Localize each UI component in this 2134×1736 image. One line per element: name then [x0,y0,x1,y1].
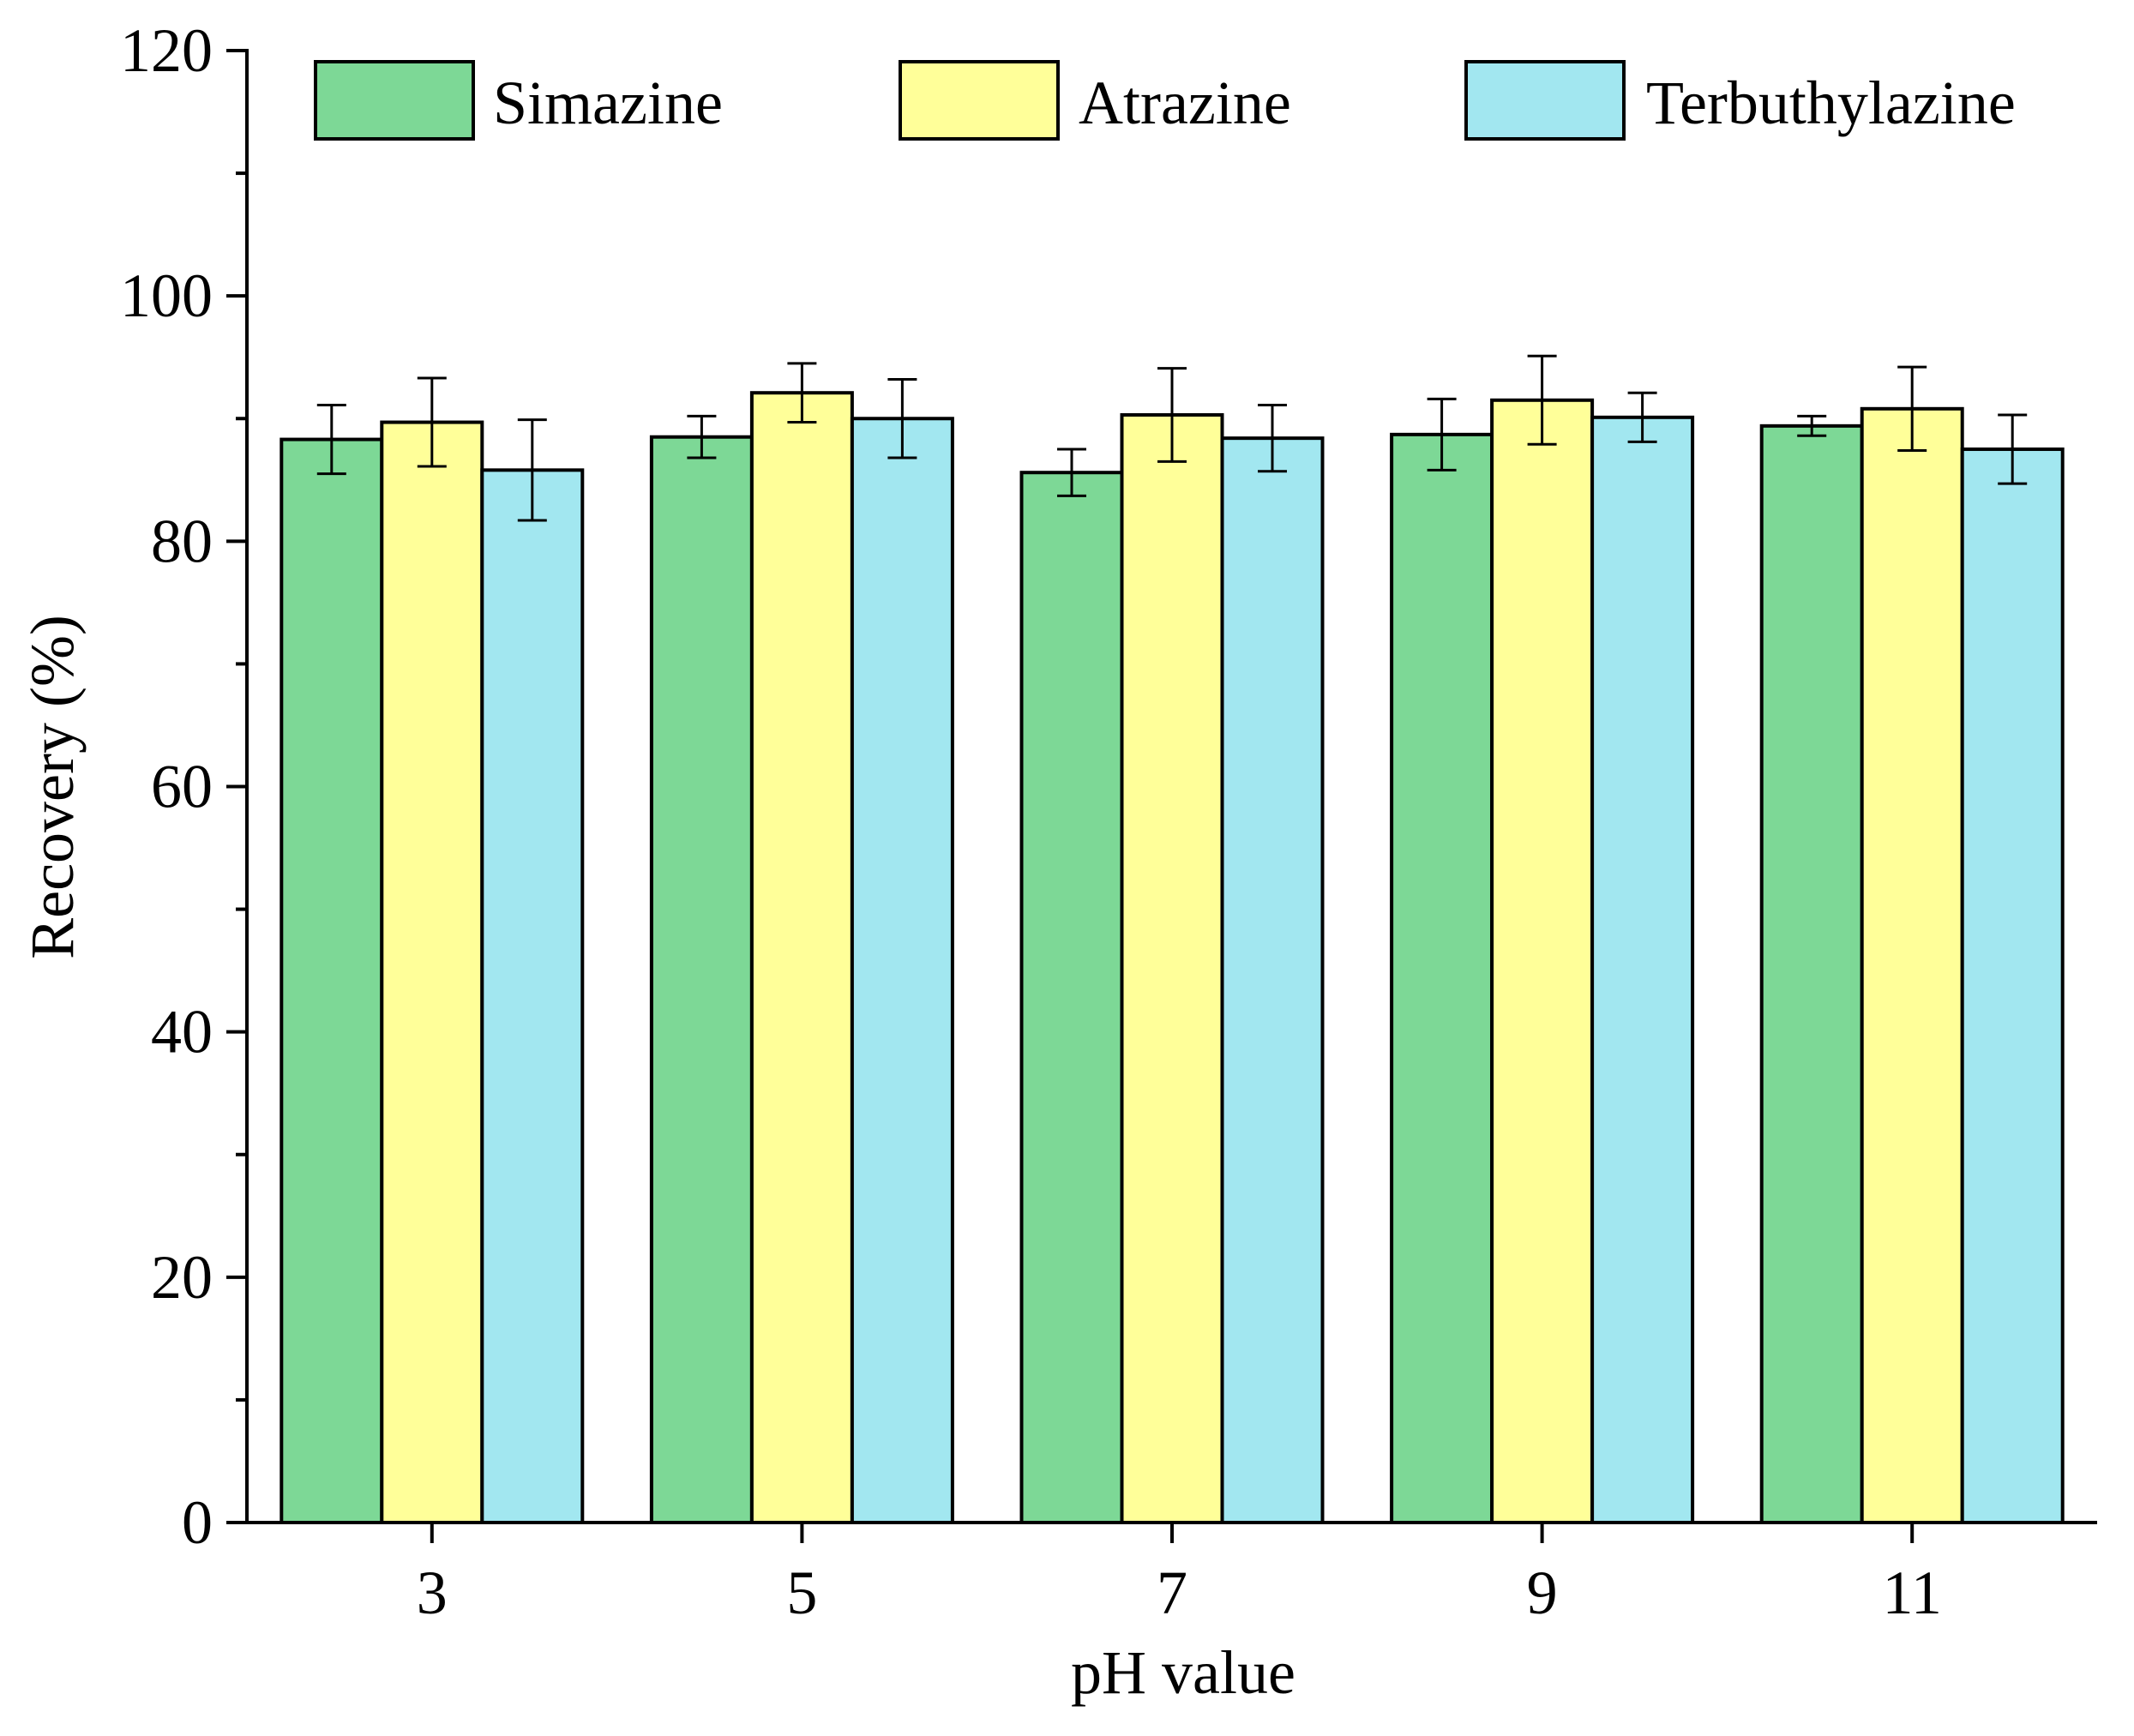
bar-terbuthylazine-ph-7 [1220,436,1325,1525]
bar-simazine-ph-11 [1759,423,1864,1525]
x-tick-label: 3 [417,1559,448,1627]
bar-terbuthylazine-ph-11 [1960,448,2065,1524]
legend: Simazine Atrazine Terbuthylazine [314,60,2016,141]
error-bars-layer [316,354,2028,522]
y-tick-label: 20 [151,1243,213,1312]
x-tick-label: 9 [1527,1559,1558,1627]
bar-simazine-ph-9 [1390,432,1494,1524]
error-bar-simazine-ph-5 [687,414,717,460]
legend-label: Atrazine [1079,69,1291,137]
y-tick-label: 80 [151,507,213,575]
x-tick-label: 7 [1157,1559,1187,1627]
x-axis-ticks: 3 5 7 9 11 [417,1523,1942,1627]
bar-atrazine-ph-7 [1120,412,1224,1524]
bars-layer [280,391,2065,1525]
x-tick-label: 11 [1883,1559,1942,1627]
bar-terbuthylazine-ph-9 [1590,415,1695,1524]
bar-atrazine-ph-11 [1860,406,1964,1524]
x-axis-title: pH value [1071,1638,1295,1707]
bar-simazine-ph-7 [1019,471,1124,1524]
legend-swatch [1464,60,1626,141]
y-tick-label: 0 [182,1488,213,1557]
y-tick-label: 100 [120,261,213,330]
bar-atrazine-ph-3 [380,420,484,1525]
legend-label: Simazine [493,69,723,137]
legend-item-atrazine: Atrazine [899,60,1291,141]
error-bar-terbuthylazine-ph-3 [517,418,547,522]
legend-label: Terbuthylazine [1646,69,2016,137]
error-bar-terbuthylazine-ph-7 [1258,404,1287,473]
error-bar-atrazine-ph-3 [417,376,447,468]
error-bar-atrazine-ph-9 [1527,354,1557,446]
bar-terbuthylazine-ph-5 [850,417,954,1524]
y-tick-label: 120 [120,16,213,85]
legend-item-terbuthylazine: Terbuthylazine [1464,60,2016,141]
legend-item-simazine: Simazine [314,60,723,141]
bar-atrazine-ph-9 [1490,398,1595,1525]
error-bar-atrazine-ph-5 [787,362,817,424]
error-bar-terbuthylazine-ph-5 [887,377,917,460]
error-bar-simazine-ph-7 [1057,448,1086,497]
error-bar-terbuthylazine-ph-11 [1998,413,2028,485]
bar-atrazine-ph-5 [749,391,854,1524]
x-tick-label: 5 [786,1559,817,1627]
y-tick-label: 60 [151,753,213,821]
error-bar-simazine-ph-3 [316,404,346,476]
legend-swatch [899,60,1060,141]
error-bar-simazine-ph-11 [1797,414,1827,437]
error-bar-atrazine-ph-7 [1157,367,1187,463]
error-bar-atrazine-ph-11 [1897,365,1927,452]
legend-swatch [314,60,475,141]
bar-terbuthylazine-ph-3 [480,468,585,1524]
y-tick-label: 40 [151,998,213,1066]
bar-simazine-ph-3 [280,437,384,1524]
error-bar-simazine-ph-9 [1427,397,1457,472]
bar-simazine-ph-5 [649,435,754,1524]
y-axis-title: Recovery (%) [18,615,87,959]
error-bar-terbuthylazine-ph-9 [1627,391,1657,443]
y-axis-ticks: 0 20 40 60 80 100 120 [120,16,247,1557]
